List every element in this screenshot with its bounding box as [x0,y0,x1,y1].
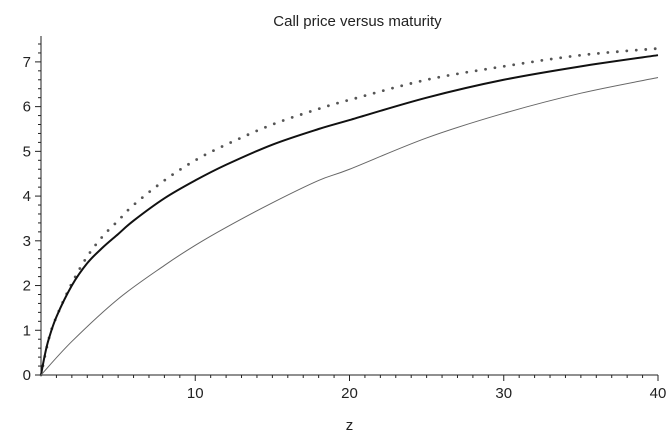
data-point [502,64,506,68]
data-point [163,178,167,182]
axes: 0 1 2 3 4 5 6 7 10 20 30 40 [23,36,667,402]
data-point [83,259,87,262]
y-tick-label: 5 [23,143,31,160]
x-tick-label: 20 [341,385,358,402]
x-tick-label: 10 [187,385,204,402]
data-point [484,67,487,71]
data-point [237,137,241,140]
data-point [437,75,441,79]
data-point [381,89,385,93]
dotted-series [39,47,657,377]
data-point [653,47,657,51]
data-point [391,86,394,90]
data-point [281,119,285,122]
x-axis-title: z [346,417,354,434]
data-point [88,251,92,254]
series-group [39,47,659,377]
data-point [559,56,563,60]
data-point [126,208,130,212]
data-point [345,99,349,103]
data-point [596,51,600,55]
y-tick-label: 0 [23,367,31,384]
data-point [229,141,233,144]
data-point [418,79,422,83]
data-point [363,94,367,98]
data-point [203,153,207,157]
data-point [113,222,117,226]
y-tick-label: 6 [23,99,31,116]
y-tick-label: 1 [23,322,31,339]
data-point [512,63,516,67]
y-tick-label: 2 [23,278,31,295]
data-point [155,184,159,188]
data-point [578,53,581,57]
data-point [493,66,497,70]
data-point [531,60,534,64]
data-point [446,74,450,77]
data-point [299,113,303,116]
y-tick-label: 4 [23,188,31,205]
data-point [195,158,199,161]
data-point [606,51,610,54]
data-point [220,145,224,148]
data-point [106,229,110,232]
data-point [549,57,553,61]
solid-thin-series-line [40,77,659,376]
data-point [465,70,469,74]
data-point [246,133,250,137]
data-point [428,77,431,81]
data-point [272,122,276,126]
data-point [317,107,321,111]
data-point [644,48,648,51]
dotted-series-guide [41,48,658,375]
chart-title: Call price versus maturity [273,13,442,30]
data-point [409,82,413,85]
data-point [255,129,259,133]
data-point [94,243,98,247]
data-point [290,116,294,119]
data-point [133,202,137,206]
data-point [354,96,358,100]
x-tick-label: 40 [650,385,667,402]
data-point [521,61,525,65]
data-point [78,267,82,270]
data-point [100,236,104,239]
y-tick-label: 7 [23,54,31,71]
data-point [372,91,376,95]
data-point [171,173,174,177]
data-point [615,50,619,54]
data-point [474,69,478,73]
data-point [540,59,544,62]
x-tick-label: 30 [495,385,512,402]
data-point [568,55,572,58]
data-point [308,110,312,113]
data-point [120,215,123,219]
data-point [148,190,152,194]
solid-thick-series-line [40,54,659,376]
data-point [587,52,591,56]
data-point [140,196,144,200]
data-point [400,84,404,88]
data-point [264,125,267,129]
y-tick-label: 3 [23,233,31,250]
data-point [187,162,190,166]
data-point [179,167,182,171]
data-point [336,101,339,105]
data-point [212,149,215,153]
data-point [456,72,459,76]
data-point [634,48,638,52]
data-point [625,49,629,53]
data-point [326,104,330,108]
